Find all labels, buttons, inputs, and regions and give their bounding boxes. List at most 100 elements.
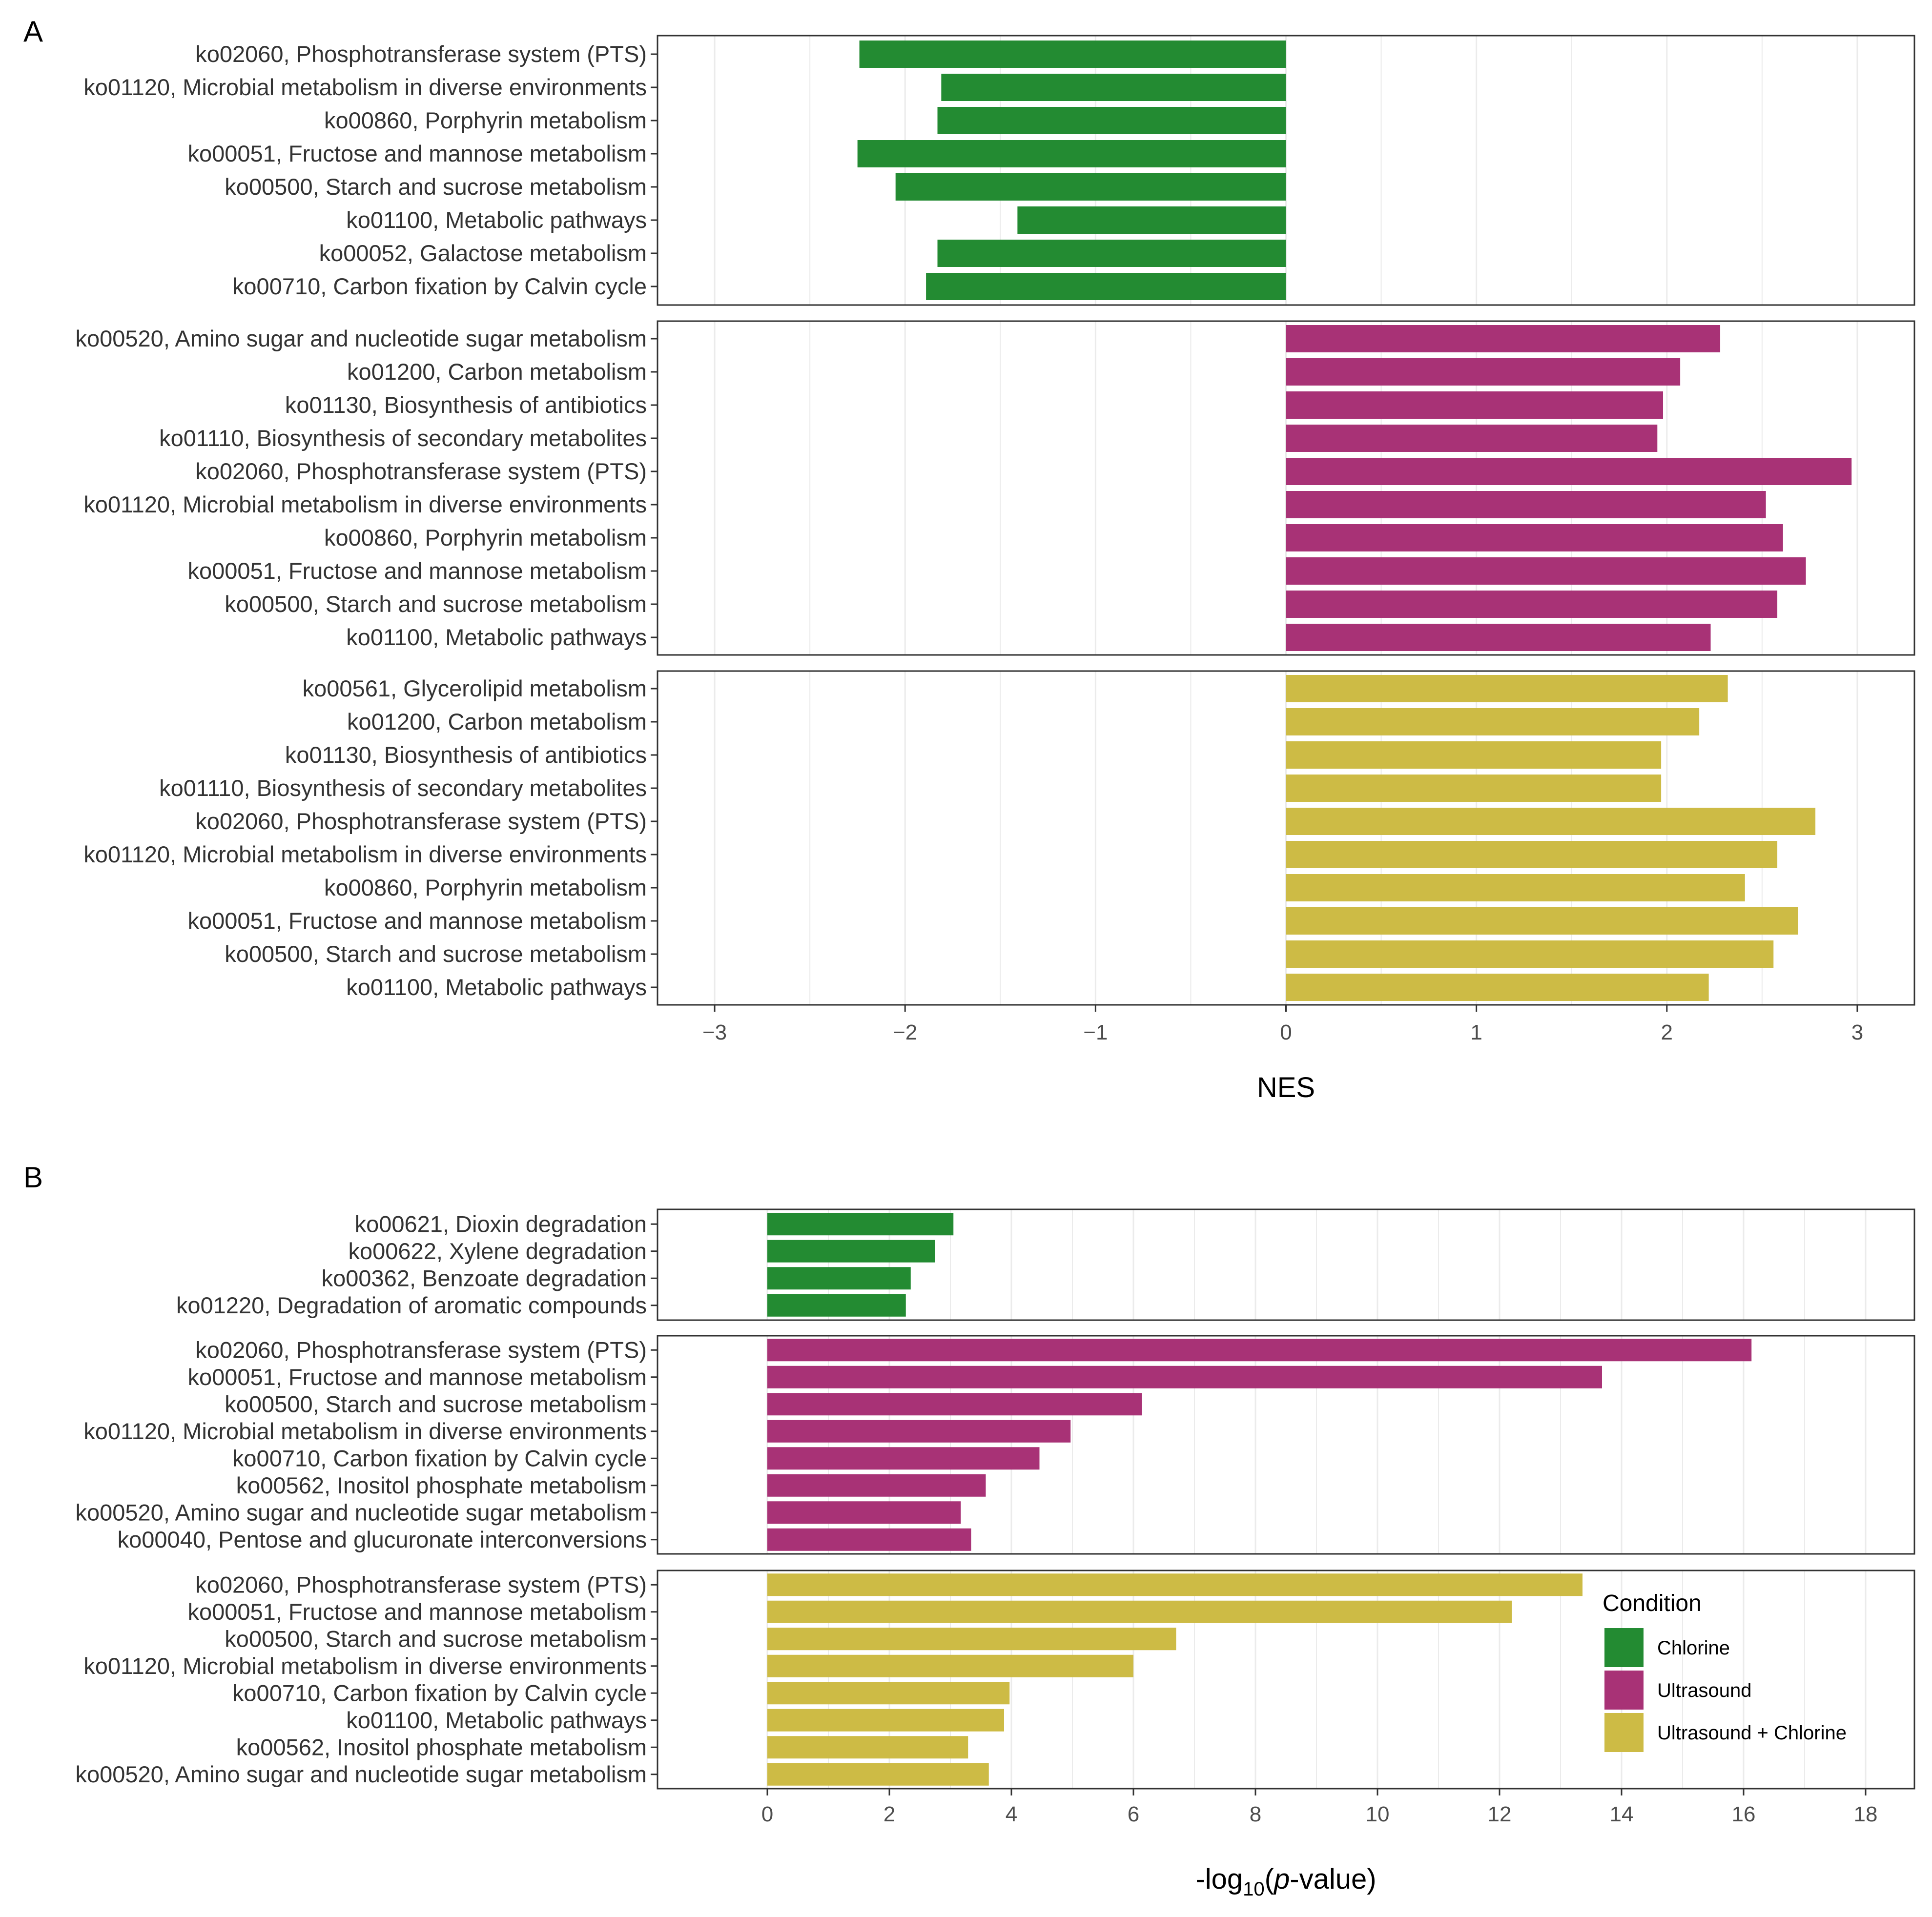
bar [941, 74, 1286, 101]
bar [937, 107, 1286, 134]
facet-border [657, 320, 1915, 656]
bar [767, 1366, 1602, 1388]
legend-swatch [1604, 1671, 1644, 1710]
x-axis-title: NES [1257, 1072, 1315, 1103]
bar [859, 41, 1286, 68]
x-tick-label: 0 [1280, 1020, 1292, 1044]
y-category-label: ko00710, Carbon fixation by Calvin cycle [232, 1445, 647, 1471]
x-axis-title: -log10(p-value) [1195, 1863, 1376, 1900]
bar [767, 1600, 1512, 1623]
bar [1017, 206, 1286, 234]
y-category-label: ko02060, Phosphotransferase system (PTS) [195, 808, 647, 834]
bar [767, 1709, 1004, 1732]
y-category-label: ko01220, Degradation of aromatic compoun… [176, 1292, 647, 1318]
bar [1286, 974, 1709, 1001]
y-category-label: ko02060, Phosphotransferase system (PTS) [195, 458, 647, 484]
y-category-label: ko01130, Biosynthesis of antibiotics [285, 742, 647, 768]
condition-legend: Condition Chlorine Ultrasound Ultrasound + … [1603, 1591, 1847, 1752]
bar [857, 140, 1286, 167]
panel-b-pvalue-chart: B 0 2 4 6 8 10 12 14 16 18 -log10(p-value) ko00621, … [23, 1161, 1915, 1900]
y-category-label: ko01120, Microbial metabolism in diverse… [83, 841, 647, 867]
facet-ultrasound-chlorine: ko00561, Glycerolipid metabolism ko01200,… [83, 670, 1915, 1006]
y-category-label: ko00860, Porphyrin metabolism [324, 107, 647, 133]
legend-label: Chlorine [1657, 1637, 1730, 1659]
y-category-label: ko00520, Amino sugar and nucleotide suga… [75, 1761, 647, 1787]
panel-a-nes-chart: A −3 −2 −1 0 1 2 3 NES ko02060, Phosphotransferas… [23, 15, 1915, 1103]
x-tick-label: 8 [1250, 1802, 1261, 1826]
facet-ultrasound-chlorine: ko02060, Phosphotransferase system (PTS)… [75, 1570, 1915, 1790]
x-tick-label: 10 [1366, 1802, 1390, 1826]
bar [1286, 391, 1663, 419]
bar [1286, 708, 1700, 735]
bar [767, 1420, 1071, 1443]
y-category-label: ko00051, Fructose and mannose metabolism [187, 908, 647, 934]
facet-border [657, 1208, 1915, 1321]
y-category-label: ko01200, Carbon metabolism [347, 359, 647, 385]
y-category-label: ko00500, Starch and sucrose metabolism [225, 1391, 647, 1417]
bar [1286, 591, 1778, 618]
y-category-label: ko01110, Biosynthesis of secondary metab… [159, 775, 647, 801]
y-category-label: ko01120, Microbial metabolism in diverse… [83, 491, 647, 517]
y-category-label: ko02060, Phosphotransferase system (PTS) [195, 1571, 647, 1597]
y-category-label: ko00621, Dioxin degradation [355, 1211, 647, 1237]
bar [767, 1240, 935, 1263]
y-category-label: ko00500, Starch and sucrose metabolism [225, 1626, 647, 1652]
bar [767, 1213, 954, 1236]
facet-chlorine: ko02060, Phosphotransferase system (PTS)… [83, 35, 1915, 306]
y-category-label: ko00561, Glycerolipid metabolism [303, 675, 647, 701]
bar [767, 1628, 1176, 1651]
bar [767, 1294, 906, 1317]
bar [767, 1736, 968, 1759]
bar [1286, 741, 1662, 769]
x-tick-label: 12 [1488, 1802, 1512, 1826]
bar [767, 1573, 1583, 1596]
legend-swatch [1604, 1713, 1644, 1752]
y-category-label: ko01100, Metabolic pathways [346, 207, 647, 233]
y-category-label: ko00362, Benzoate degradation [322, 1265, 647, 1291]
y-category-label: ko00500, Starch and sucrose metabolism [225, 591, 647, 617]
y-category-label: ko00710, Carbon fixation by Calvin cycle [232, 273, 647, 299]
bar [1286, 624, 1711, 651]
panel-label: A [23, 15, 43, 48]
bar [895, 173, 1286, 201]
x-tick-label: −2 [893, 1020, 917, 1044]
y-category-label: ko00860, Porphyrin metabolism [324, 875, 647, 900]
bar [937, 240, 1286, 267]
bar [926, 273, 1286, 300]
bar [1286, 557, 1806, 585]
bar [767, 1267, 911, 1290]
y-category-label: ko01120, Microbial metabolism in diverse… [83, 1418, 647, 1444]
y-category-label: ko00860, Porphyrin metabolism [324, 525, 647, 551]
y-category-label: ko01100, Metabolic pathways [346, 624, 647, 650]
y-category-label: ko01120, Microbial metabolism in diverse… [83, 74, 647, 100]
legend-label: Ultrasound + Chlorine [1657, 1722, 1847, 1744]
legend-label: Ultrasound [1657, 1680, 1751, 1701]
y-category-label: ko00500, Starch and sucrose metabolism [225, 174, 647, 200]
y-category-label: ko01200, Carbon metabolism [347, 709, 647, 734]
bar [1286, 524, 1783, 551]
x-tick-label: −3 [702, 1020, 727, 1044]
bar [1286, 325, 1721, 352]
bar [767, 1528, 971, 1551]
y-category-label: ko00051, Fructose and mannose metabolism [187, 141, 647, 166]
y-category-label: ko00040, Pentose and glucuronate interco… [118, 1527, 647, 1552]
y-category-label: ko01100, Metabolic pathways [346, 974, 647, 1000]
facet-ultrasound: ko00520, Amino sugar and nucleotide suga… [75, 320, 1915, 656]
bar [767, 1654, 1133, 1677]
facet-border [657, 670, 1915, 1006]
y-category-label: ko00520, Amino sugar and nucleotide suga… [75, 326, 647, 351]
x-tick-label: 3 [1851, 1020, 1863, 1044]
bar [1286, 458, 1852, 485]
y-category-label: ko02060, Phosphotransferase system (PTS) [195, 1337, 647, 1363]
bar [1286, 675, 1728, 702]
x-tick-label: 18 [1854, 1802, 1878, 1826]
y-category-label: ko00052, Galactose metabolism [319, 240, 647, 266]
x-tick-label: 2 [884, 1802, 895, 1826]
y-category-label: ko00051, Fructose and mannose metabolism [187, 1599, 647, 1625]
facet-border [657, 1570, 1915, 1790]
x-tick-label: 0 [761, 1802, 773, 1826]
x-tick-label: 6 [1128, 1802, 1139, 1826]
bar [1286, 775, 1662, 802]
bar [767, 1474, 986, 1497]
